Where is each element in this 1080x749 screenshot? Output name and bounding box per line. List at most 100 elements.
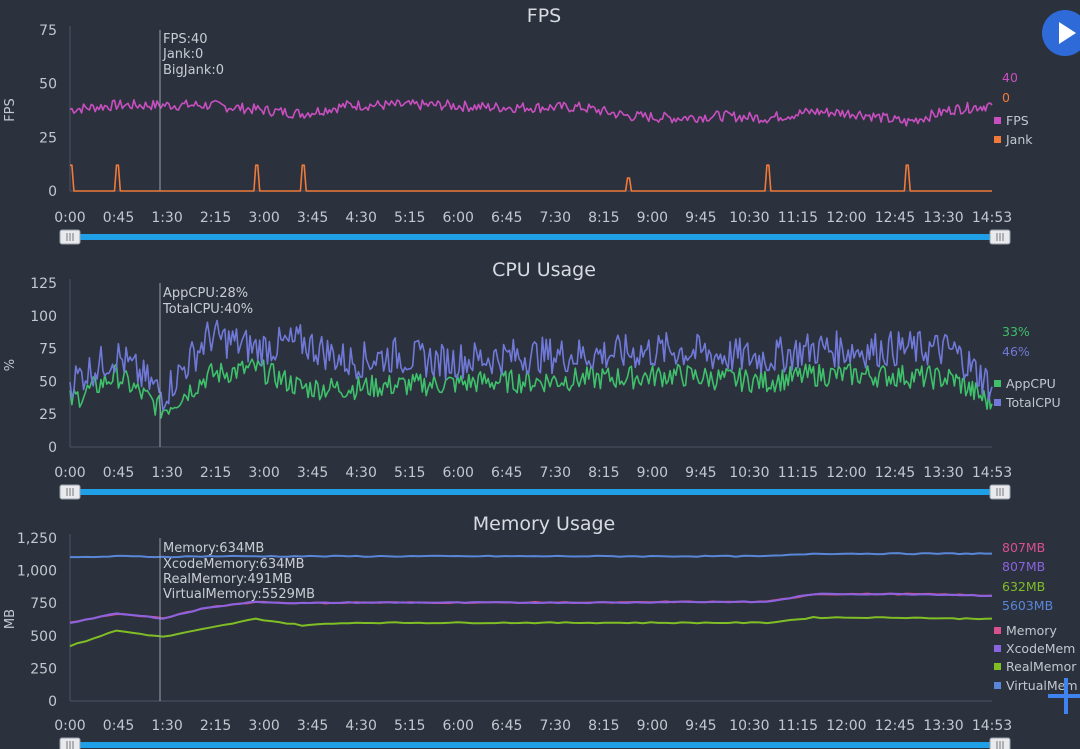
memory-y-axis-label: MB bbox=[3, 609, 18, 629]
fps-x-tick: 4:30 bbox=[345, 210, 376, 226]
cpu-x-tick: 7:30 bbox=[540, 465, 571, 481]
fps-x-tick: 11:15 bbox=[778, 210, 818, 226]
cpu-y-tick: 50 bbox=[39, 374, 57, 390]
memory-series-line bbox=[70, 552, 992, 559]
fps-legend-item: FPS bbox=[1006, 113, 1029, 128]
memory-legend-swatch bbox=[994, 663, 1001, 670]
memory-series-line bbox=[69, 616, 993, 648]
cpu-legend-swatch bbox=[994, 380, 1001, 387]
cpu-y-tick: 75 bbox=[39, 342, 57, 358]
fps-x-tick: 6:45 bbox=[491, 210, 522, 226]
memory-cursor-label: Memory:634MB bbox=[163, 541, 264, 556]
cpu-legend-item: AppCPU bbox=[1006, 376, 1056, 391]
cpu-x-tick: 9:45 bbox=[685, 465, 716, 481]
memory-chart: Memory Usage MB 1,250 1,000 750 500 250 0 0:00 0:… bbox=[3, 513, 1078, 749]
fps-cursor-label: BigJank:0 bbox=[163, 63, 224, 78]
cpu-y-tick: 25 bbox=[39, 407, 57, 423]
memory-x-tick: 1:30 bbox=[151, 718, 182, 734]
memory-x-tick: 9:45 bbox=[685, 718, 716, 734]
fps-x-tick: 0:45 bbox=[103, 210, 134, 226]
play-icon bbox=[1059, 22, 1076, 44]
fps-y-tick: 25 bbox=[39, 130, 57, 146]
fps-x-tick: 9:00 bbox=[637, 210, 668, 226]
cpu-y-axis-label: % bbox=[3, 359, 18, 371]
cpu-chart-title: CPU Usage bbox=[492, 259, 596, 281]
memory-range-handle-left[interactable] bbox=[59, 737, 81, 749]
cpu-x-tick: 6:45 bbox=[491, 465, 522, 481]
cpu-x-tick: 3:45 bbox=[297, 465, 328, 481]
cpu-legend-item: TotalCPU bbox=[1005, 395, 1061, 410]
fps-current-value: 40 bbox=[1002, 70, 1018, 85]
cpu-x-tick: 1:30 bbox=[151, 465, 182, 481]
memory-x-tick: 0:00 bbox=[54, 718, 85, 734]
fps-x-tick: 12:00 bbox=[826, 210, 866, 226]
fps-range-slider-track[interactable] bbox=[66, 234, 1006, 240]
cpu-x-tick: 3:00 bbox=[248, 465, 279, 481]
memory-legend-swatch bbox=[994, 645, 1001, 652]
memory-x-tick: 2:15 bbox=[200, 718, 231, 734]
memory-legend-item: RealMemor bbox=[1006, 659, 1077, 674]
fps-y-tick: 75 bbox=[39, 23, 57, 39]
memory-current-value: 807MB bbox=[1002, 559, 1045, 574]
memory-current-value: 632MB bbox=[1002, 579, 1045, 594]
memory-x-tick: 4:30 bbox=[345, 718, 376, 734]
memory-y-tick: 250 bbox=[30, 661, 57, 677]
cpu-x-tick: 12:00 bbox=[826, 465, 866, 481]
cpu-x-tick: 11:15 bbox=[778, 465, 818, 481]
play-button[interactable] bbox=[1042, 10, 1080, 56]
fps-cursor-label: Jank:0 bbox=[162, 47, 203, 62]
cpu-series-line bbox=[69, 319, 993, 411]
cpu-range-handle-left[interactable] bbox=[59, 484, 81, 500]
fps-x-tick: 8:15 bbox=[588, 210, 619, 226]
cpu-y-tick: 100 bbox=[30, 309, 57, 325]
fps-x-tick: 10:30 bbox=[729, 210, 769, 226]
fps-legend-swatch bbox=[994, 136, 1001, 143]
memory-x-tick: 14:53 bbox=[972, 718, 1012, 734]
cpu-x-tick: 14:53 bbox=[972, 465, 1012, 481]
cpu-cursor-label: TotalCPU:40% bbox=[162, 302, 253, 317]
cpu-range-handle-right[interactable] bbox=[989, 484, 1011, 500]
fps-chart: FPS FPS 75 50 25 0 0:00 0:45 1:30 2:15 3:00 3:45 4:3… bbox=[3, 5, 1033, 245]
cpu-x-tick: 5:15 bbox=[394, 465, 425, 481]
cpu-x-tick: 9:00 bbox=[637, 465, 668, 481]
fps-range-handle-right[interactable] bbox=[989, 229, 1011, 245]
cpu-range-slider-track[interactable] bbox=[66, 489, 1006, 495]
memory-range-slider-track[interactable] bbox=[66, 742, 1006, 748]
memory-legend-item: VirtualMem bbox=[1006, 678, 1078, 693]
fps-x-tick: 14:53 bbox=[972, 210, 1012, 226]
fps-x-tick: 7:30 bbox=[540, 210, 571, 226]
cpu-current-value: 46% bbox=[1002, 344, 1030, 359]
fps-x-tick: 1:30 bbox=[151, 210, 182, 226]
cpu-series-line bbox=[69, 358, 993, 419]
add-button[interactable] bbox=[1048, 678, 1080, 714]
memory-legend-item: XcodeMem bbox=[1006, 641, 1075, 656]
memory-range-handle-right[interactable] bbox=[989, 737, 1011, 749]
memory-legend-swatch bbox=[994, 682, 1001, 689]
fps-x-tick: 5:15 bbox=[394, 210, 425, 226]
fps-legend-item: Jank bbox=[1005, 132, 1033, 147]
fps-x-tick: 13:30 bbox=[923, 210, 963, 226]
fps-x-tick: 6:00 bbox=[442, 210, 473, 226]
cpu-x-tick: 10:30 bbox=[729, 465, 769, 481]
fps-y-tick: 0 bbox=[48, 184, 57, 200]
cpu-chart: CPU Usage% 125 100 75 50 25 0 0:00 0:45 1:30 2:15 3… bbox=[3, 259, 1061, 500]
memory-x-tick: 9:00 bbox=[637, 718, 668, 734]
memory-x-tick: 12:45 bbox=[875, 718, 915, 734]
fps-series-line bbox=[69, 99, 993, 127]
cpu-cursor-label: AppCPU:28% bbox=[163, 286, 248, 301]
memory-cursor-label: RealMemory:491MB bbox=[163, 572, 292, 587]
cpu-x-tick: 13:30 bbox=[923, 465, 963, 481]
memory-cursor-label: VirtualMemory:5529MB bbox=[163, 587, 315, 602]
memory-y-tick: 1,250 bbox=[17, 531, 57, 547]
memory-x-tick: 7:30 bbox=[540, 718, 571, 734]
memory-legend-swatch bbox=[994, 627, 1001, 634]
memory-legend-item: Memory bbox=[1006, 623, 1057, 638]
memory-y-tick: 500 bbox=[30, 629, 57, 645]
fps-chart-title: FPS bbox=[527, 5, 561, 27]
memory-current-value: 5603MB bbox=[1002, 598, 1053, 613]
fps-range-handle-left[interactable] bbox=[59, 229, 81, 245]
fps-cursor-label: FPS:40 bbox=[163, 32, 208, 47]
memory-x-tick: 6:45 bbox=[491, 718, 522, 734]
memory-current-value: 807MB bbox=[1002, 540, 1045, 555]
